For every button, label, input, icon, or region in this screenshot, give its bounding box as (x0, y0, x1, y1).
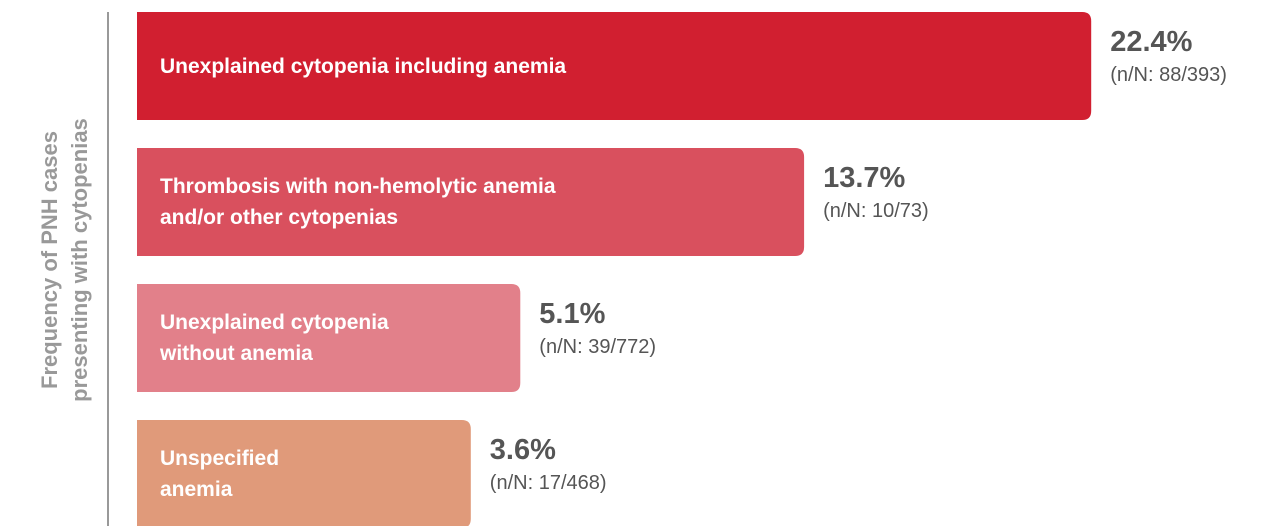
bar (137, 420, 471, 526)
bar-label: Thrombosis with non-hemolytic anemia and… (160, 175, 556, 229)
bar (137, 12, 1092, 120)
value-label: 13.7% (823, 162, 906, 194)
bar (137, 148, 805, 256)
bar-label: Unspecified anemia (160, 447, 280, 501)
sample-label: (n/N: 39/772) (539, 336, 657, 358)
bar-label: Unexplained cytopenia without anemia (160, 311, 389, 365)
value-label: 22.4% (1110, 26, 1193, 58)
sample-label: (n/N: 88/393) (1110, 64, 1227, 86)
value-label: 3.6% (489, 434, 556, 466)
sample-label: (n/N: 10/73) (823, 200, 929, 222)
sample-label: (n/N: 17/468) (489, 472, 607, 494)
value-label: 5.1% (539, 298, 606, 330)
y-axis-label: Frequency of PNH cases presenting with c… (37, 118, 92, 402)
bar-label: Unexplained cytopenia including anemia (160, 54, 567, 78)
bar (137, 284, 521, 392)
